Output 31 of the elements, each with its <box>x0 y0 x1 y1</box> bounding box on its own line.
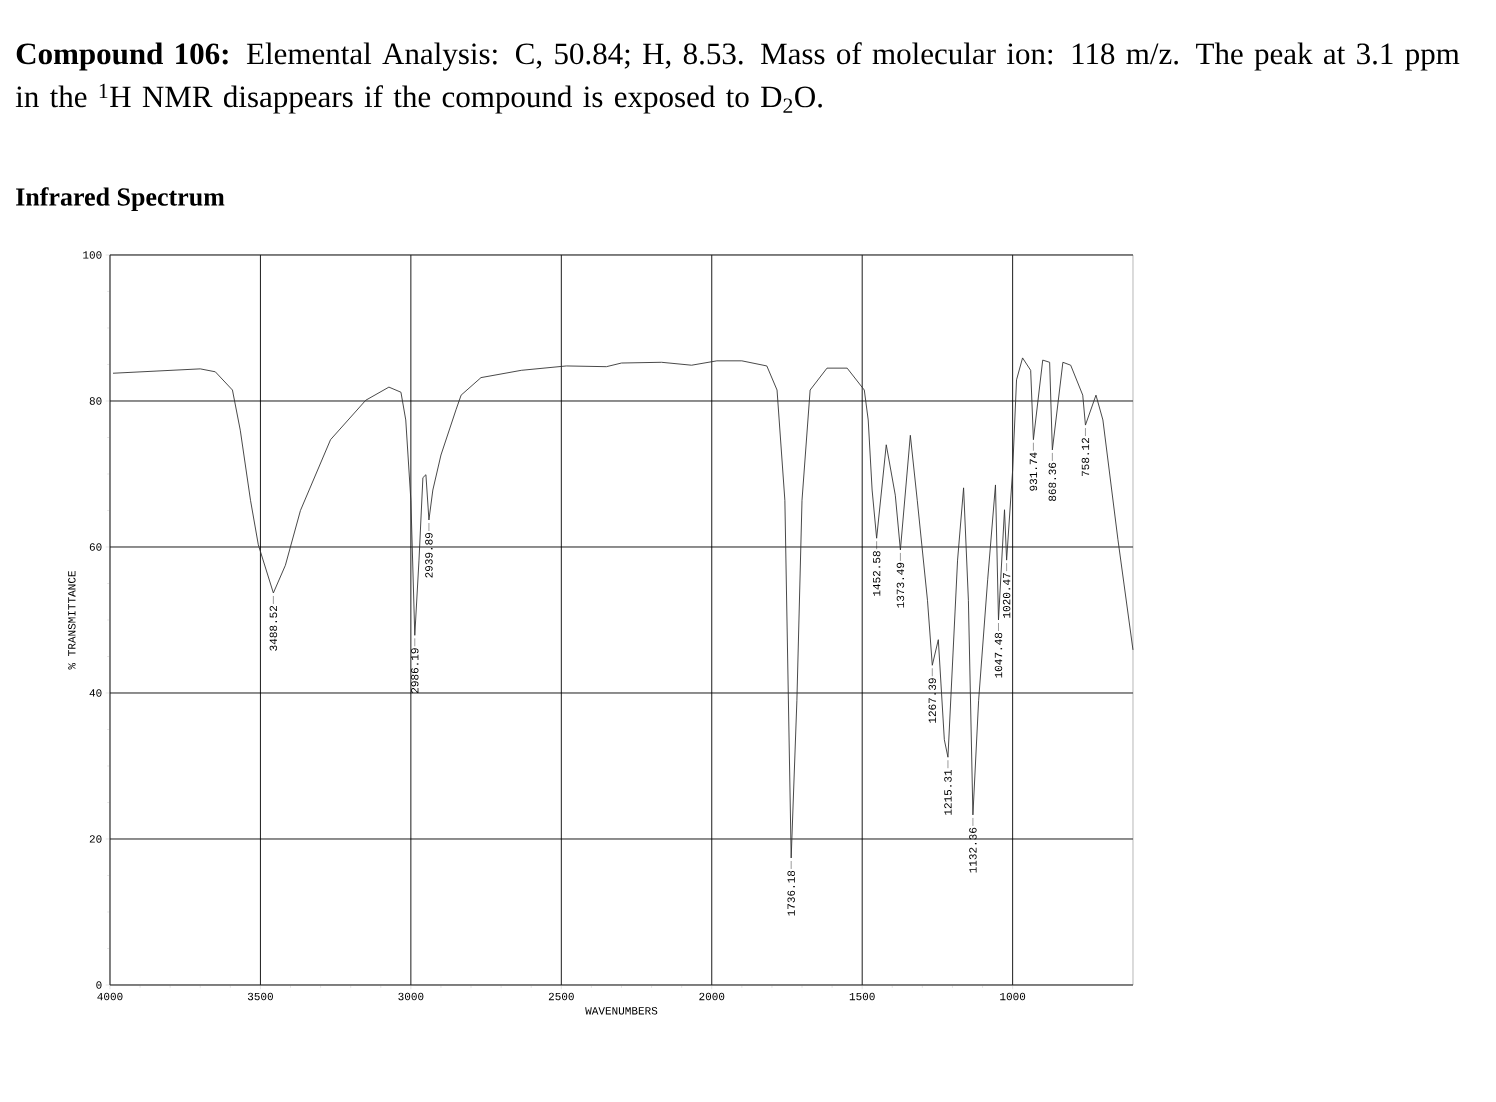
annotation: 2939.89 <box>425 532 433 578</box>
x-tick-label: 2500 <box>548 992 574 1001</box>
chart-subtitle: Infrared Spectrum <box>16 187 225 212</box>
annotation: 2986.19 <box>411 648 419 693</box>
annotation: 1047.48 <box>994 632 1003 678</box>
annotation: 868.36 <box>1048 462 1057 501</box>
annotation: 1132.36 <box>969 827 977 873</box>
x-tick-label: 1000 <box>1000 992 1026 1001</box>
chart-title: Compound 106: Elemental Analysis: C, 50.84; H, 8.53. Mass of molecular ion: 118 m/z. The peak at 3.1 ppm in the $^{1}$H NMR disappears if the compound is exposed to D$_{2}$O. <box>15 42 1460 114</box>
y-tick-label: 80 <box>89 397 102 405</box>
x-tick-label: 1500 <box>849 992 875 1001</box>
annotation: 1452.58 <box>872 551 881 596</box>
y-tick-label: 20 <box>89 835 102 843</box>
annotation: 1020.47 <box>1002 573 1011 618</box>
x-tick-label: 3000 <box>398 992 424 1001</box>
annotation: 3488.52 <box>269 605 278 651</box>
x-tick-label: 3500 <box>247 992 273 1001</box>
x-tick-label: 4000 <box>97 992 123 1001</box>
annotation: 1267.39 <box>928 678 937 723</box>
y-axis-title: % TRANSMITTANCE <box>68 571 76 670</box>
annotation: 758.12 <box>1081 438 1090 477</box>
annotation: 1736.18 <box>787 870 795 916</box>
y-tick-label: 100 <box>83 251 102 259</box>
annotation: 1373.49 <box>896 562 905 608</box>
y-tick-label: 0 <box>96 981 102 989</box>
y-tick-label: 60 <box>89 543 102 551</box>
y-tick-label: 40 <box>89 689 102 697</box>
x-axis-title: WAVENUMBERS <box>585 1007 658 1015</box>
annotation: 931.74 <box>1029 452 1038 491</box>
x-tick-label: 2000 <box>699 992 725 1001</box>
annotation: 1215.31 <box>944 769 952 815</box>
